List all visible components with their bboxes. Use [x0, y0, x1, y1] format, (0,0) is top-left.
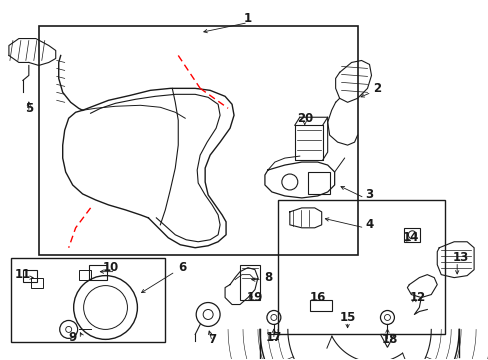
Bar — [79, 270, 90, 280]
Bar — [277, 200, 444, 334]
Text: 5: 5 — [25, 102, 33, 115]
Text: 14: 14 — [402, 231, 419, 244]
Text: 3: 3 — [365, 188, 373, 202]
Bar — [88, 265, 106, 280]
Bar — [404, 228, 420, 242]
Bar — [240, 265, 260, 300]
Bar — [309, 300, 331, 311]
Text: 6: 6 — [178, 261, 186, 274]
Text: 2: 2 — [373, 82, 381, 95]
Bar — [307, 172, 329, 194]
Bar — [39, 26, 357, 255]
Text: 12: 12 — [408, 291, 425, 304]
Text: 8: 8 — [263, 271, 271, 284]
Text: 1: 1 — [244, 12, 251, 25]
Text: 11: 11 — [15, 268, 31, 281]
Text: 13: 13 — [452, 251, 468, 264]
Text: 10: 10 — [102, 261, 119, 274]
Text: 19: 19 — [246, 291, 263, 304]
Bar — [31, 278, 42, 288]
Text: 20: 20 — [296, 112, 312, 125]
Text: 4: 4 — [365, 218, 373, 231]
Text: 7: 7 — [207, 333, 216, 346]
Text: 18: 18 — [381, 333, 397, 346]
Text: 15: 15 — [339, 311, 355, 324]
Text: 9: 9 — [68, 331, 77, 344]
Bar — [11, 258, 165, 342]
Bar — [23, 270, 37, 282]
Text: 16: 16 — [309, 291, 325, 304]
Text: 17: 17 — [265, 331, 282, 344]
